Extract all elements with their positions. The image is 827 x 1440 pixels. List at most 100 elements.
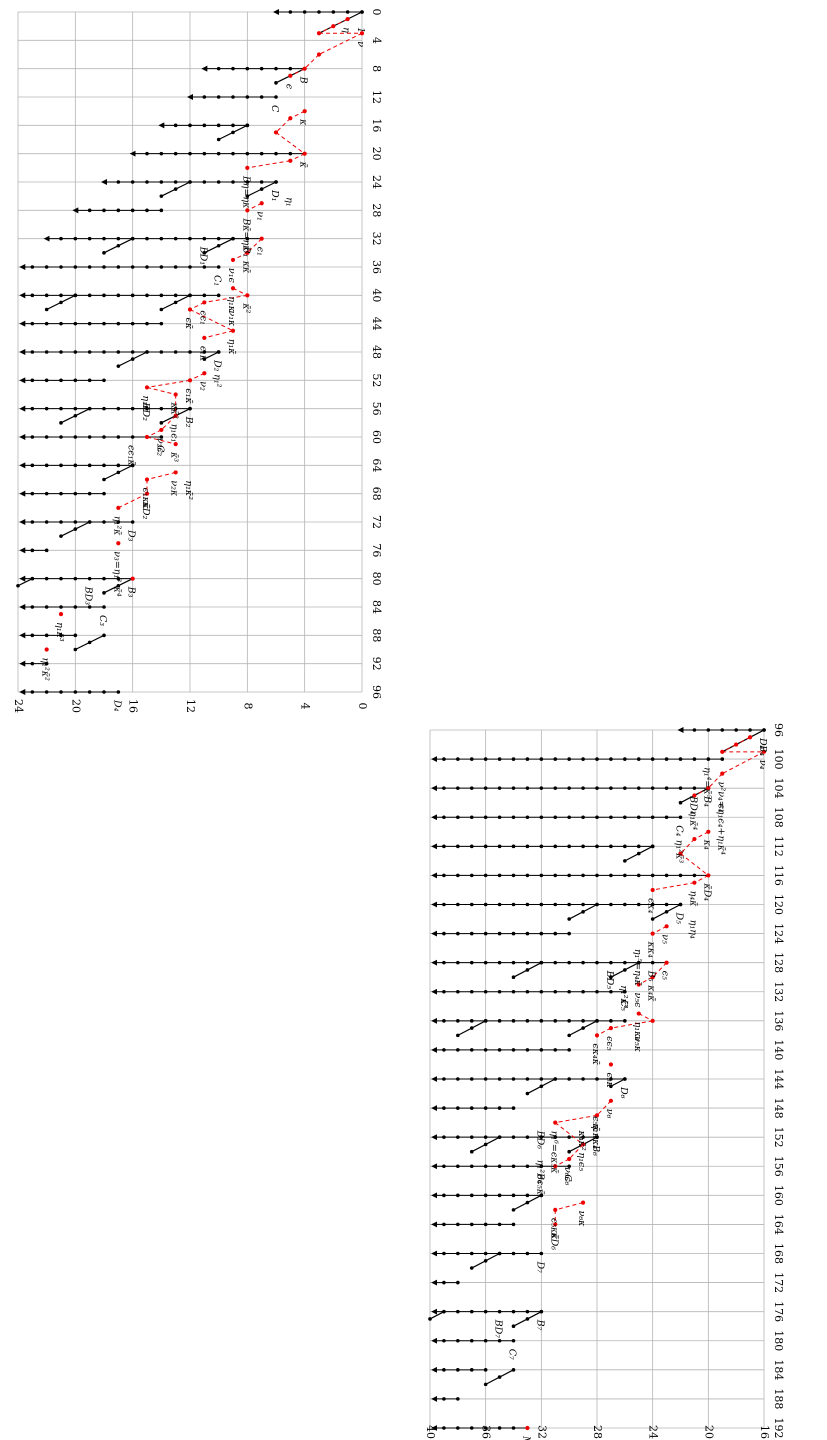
x-tick-label: 100 <box>772 749 785 770</box>
h1-dot <box>102 591 106 595</box>
tower-dot <box>130 350 135 354</box>
tower-dot <box>442 873 446 878</box>
h1-dot <box>360 10 364 14</box>
tower-dot <box>145 151 149 156</box>
tower-dot <box>581 786 585 790</box>
tower-dot <box>231 123 235 128</box>
tower-dot <box>231 180 235 184</box>
h1-dot <box>159 194 164 198</box>
tower-dot <box>59 236 63 241</box>
class-label: D₃ <box>126 529 137 542</box>
tower-dot <box>442 1397 446 1401</box>
red-point <box>259 201 264 206</box>
h1-dot <box>483 1019 488 1023</box>
tower-dot <box>30 378 35 383</box>
tower-dot <box>511 960 516 965</box>
tower-dot <box>44 378 49 383</box>
h1-dot <box>87 406 92 411</box>
tower-dot <box>102 406 106 411</box>
class-label: ϵ₄ <box>715 803 726 812</box>
h1-dot <box>623 1077 627 1081</box>
class-label: η <box>341 27 352 33</box>
tower-dot <box>73 520 78 524</box>
tower-dot <box>525 989 530 994</box>
class-label: η₁²κ̄³ <box>674 840 685 864</box>
tower-dot <box>30 321 35 326</box>
tower-dot <box>288 10 293 14</box>
tower-dot <box>159 265 164 269</box>
tower-dot <box>456 1048 460 1052</box>
tower-dot <box>664 902 669 907</box>
red-connector <box>638 976 653 985</box>
tower-dot <box>87 350 92 354</box>
tower-dot <box>30 548 35 553</box>
x-tick-label: 124 <box>772 923 785 944</box>
tower-dot <box>145 236 149 241</box>
tower-dot <box>609 960 613 965</box>
tower-dot <box>231 66 235 71</box>
tower-dot <box>59 265 63 269</box>
x-tick-label: 96 <box>370 685 383 699</box>
tower-dot <box>44 661 49 666</box>
tower-dot <box>30 350 35 354</box>
tower-dot <box>483 1251 488 1256</box>
tower-dot <box>442 1193 446 1198</box>
tower-dot <box>581 989 585 994</box>
tower-dot <box>442 757 446 761</box>
class-label: η₁²B₄ <box>534 1160 545 1184</box>
class-label: D₁ <box>269 189 280 201</box>
tower-dot <box>636 844 641 849</box>
red-point <box>553 1164 558 1169</box>
tower-dot <box>525 786 530 790</box>
tower-dot <box>553 1135 558 1139</box>
tower-dot <box>73 491 78 496</box>
h1-dot <box>762 728 766 732</box>
red-point <box>130 576 135 581</box>
tower-dot <box>102 208 106 213</box>
tower-dot <box>525 1077 530 1081</box>
red-point <box>608 1098 614 1103</box>
h1-line <box>610 1078 626 1087</box>
tower-dot <box>525 1048 530 1052</box>
tower-dot <box>525 1309 530 1314</box>
h1-dot <box>483 1258 488 1263</box>
tower-dot <box>87 236 92 241</box>
h1-dot <box>595 1135 599 1139</box>
red-point <box>316 31 322 36</box>
tower-dot <box>231 151 235 156</box>
tower-dot <box>623 757 627 761</box>
tower-dot <box>497 757 502 761</box>
x-tick-label: 96 <box>772 723 785 737</box>
tower-dot <box>331 10 336 14</box>
class-label: η₁⁴=κ̄⁵ <box>701 767 712 798</box>
class-label: C₁ <box>212 275 223 286</box>
tower-dot <box>511 989 516 994</box>
red-point <box>259 236 264 241</box>
tower-dot <box>483 1309 488 1314</box>
tower-dot <box>102 350 106 354</box>
tower-dot <box>650 960 655 965</box>
tower-dot <box>102 520 106 524</box>
tower-dot <box>469 1309 474 1314</box>
h1-dot <box>581 1026 585 1030</box>
x-tick-label: 12 <box>370 90 383 104</box>
tower-dot <box>511 844 516 849</box>
tower-dot <box>159 236 164 241</box>
tower-dot <box>623 960 627 965</box>
h1-dot <box>539 1309 544 1314</box>
x-tick-label: 28 <box>370 203 383 217</box>
h1-dot <box>116 243 121 248</box>
class-label: ϵ₁κ <box>197 346 208 362</box>
tower-dot <box>87 265 92 269</box>
h1-dot <box>102 251 106 255</box>
tower-dot <box>567 931 571 936</box>
red-connector <box>204 330 234 339</box>
tower-dot <box>30 690 35 694</box>
tower-dot <box>497 1164 502 1169</box>
tower-dot <box>483 786 488 790</box>
y-tick-label: 8 <box>241 703 254 710</box>
class-label: ν₅ <box>660 934 671 944</box>
tower-dot <box>567 815 571 820</box>
red-point <box>245 208 250 213</box>
class-label: ϵκ₄ <box>646 898 657 914</box>
